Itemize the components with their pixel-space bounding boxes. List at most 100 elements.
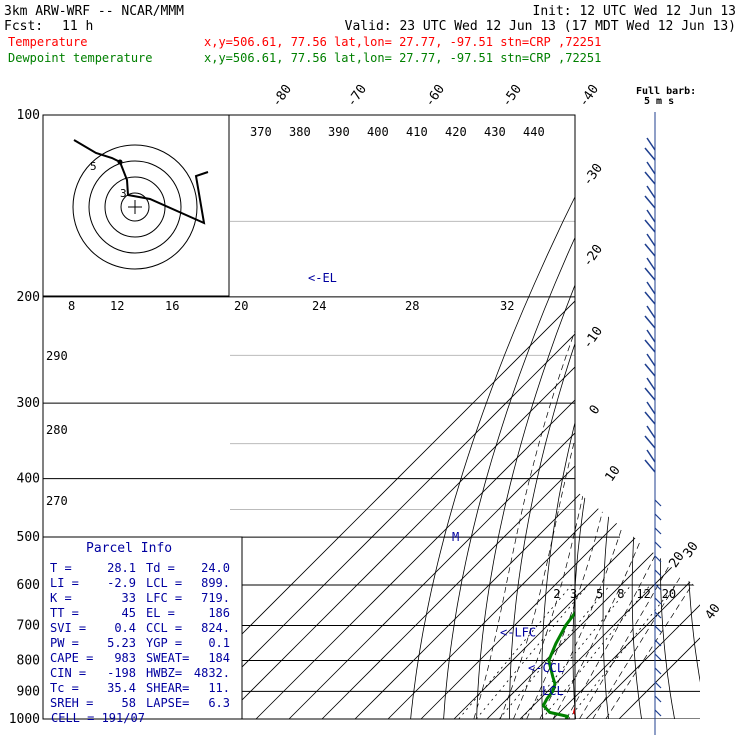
moist-adiabat — [552, 296, 700, 719]
wind-barb — [644, 281, 656, 305]
parcel-info-title: Parcel Info — [86, 541, 172, 556]
hodograph-ring-label: 3 — [120, 187, 127, 200]
pressure-tick-label: 100 — [17, 108, 40, 123]
pressure-tick-label: 500 — [17, 530, 40, 545]
parcel-row-value: 11. — [208, 681, 230, 695]
isotherm-tick-label: -70 — [344, 82, 370, 110]
parcel-row-value: 5.23 — [107, 636, 136, 650]
parcel-row-value: 899. — [201, 576, 230, 590]
moist-adiabat — [526, 296, 658, 719]
dry-adiabat — [409, 139, 605, 719]
dry-adiabat — [687, 139, 700, 719]
dry-adiabat — [509, 139, 657, 719]
theta-side-label: 290 — [46, 349, 68, 363]
moist-adiabat — [539, 296, 684, 719]
isotherm-line — [453, 115, 700, 719]
parcel-row-label: TT = — [50, 606, 79, 620]
mixing-ratio-label: 3 — [570, 587, 577, 601]
theta-tick-label: 410 — [406, 125, 428, 139]
moist-adiabat — [605, 296, 700, 719]
wind-barb-column: Full barb: 5 m s — [636, 86, 696, 735]
parcel-row-value: 0.4 — [114, 621, 136, 635]
parcel-row-label: PW = — [50, 636, 79, 650]
wind-barb — [644, 425, 656, 449]
plot-frame — [42, 114, 576, 720]
isotherm-line — [585, 115, 700, 719]
theta-tick-label: 380 — [289, 125, 311, 139]
barb-header-title: Full barb: — [636, 86, 696, 97]
wind-barb — [654, 667, 662, 675]
parcel-row-label: Td = — [146, 561, 175, 575]
parcel-row-label: CCL = — [146, 621, 182, 635]
dewpoint-profile — [541, 610, 575, 720]
pressure-tick-label: 400 — [17, 472, 40, 487]
isotherm-line — [552, 115, 700, 719]
upper-scale-label: 8 — [68, 299, 75, 313]
parcel-row-value: 45 — [122, 606, 136, 620]
wind-barb — [654, 513, 662, 521]
parcel-row-value: 33 — [122, 591, 136, 605]
dry-adiabat — [660, 139, 700, 719]
theta-tick-label: 370 — [250, 125, 272, 139]
dry-adiabat — [475, 139, 640, 719]
theta-tick-label: 420 — [445, 125, 467, 139]
wind-barb — [654, 527, 662, 535]
dry-adiabat — [602, 139, 700, 719]
isotherm-line — [255, 115, 700, 719]
pressure-tick-label: 600 — [17, 578, 40, 593]
legend-temperature: Temperature — [8, 35, 87, 49]
wind-barb — [644, 377, 656, 401]
parcel-row-label: LFC = — [146, 591, 182, 605]
parcel-row-value: 58 — [122, 696, 136, 710]
upper-scale-label: 24 — [312, 299, 326, 313]
isotherm-line — [420, 115, 700, 719]
wind-barb — [654, 653, 662, 661]
pressure-tick-label: 900 — [17, 684, 40, 699]
moist-adiabat — [499, 296, 619, 719]
isotherm-tick-label: -80 — [269, 82, 295, 110]
parcel-row-value: 983 — [114, 651, 136, 665]
isotherm-tick-label: -30 — [580, 161, 606, 189]
isotherm-tick-label: -20 — [580, 242, 606, 270]
theta-tick-label: 390 — [328, 125, 350, 139]
parcel-row-value: 6.3 — [208, 696, 230, 710]
isotherm-tick-label: 40 — [702, 601, 723, 622]
wind-barb — [644, 353, 656, 377]
parcel-row-label: SHEAR= — [146, 681, 189, 695]
wind-barb — [654, 695, 662, 703]
legend-dewpoint: Dewpoint temperature — [8, 51, 153, 65]
valid-time: Valid: 23 UTC Wed 12 Jun 13 (17 MDT Wed … — [345, 19, 736, 34]
wind-barb — [654, 639, 662, 647]
wind-barb — [644, 257, 656, 281]
parcel-row-label: CAPE = — [50, 651, 93, 665]
parcel-info-box: Parcel Info T = 28.1 Td = 24.0 LI = -2.9 LCL =… — [42, 536, 243, 725]
isotherm-line — [618, 115, 700, 719]
parcel-row-value: -198 — [107, 666, 136, 680]
isotherm-tick-label: -10 — [580, 324, 606, 352]
mixing-ratio-label: 2 — [553, 587, 560, 601]
isotherm-line — [519, 115, 700, 719]
parcel-row-value: 35.4 — [107, 681, 136, 695]
theta-tick-label: 430 — [484, 125, 506, 139]
wind-barb — [654, 555, 662, 563]
wind-barb — [644, 185, 656, 209]
hodograph-ring — [72, 144, 198, 270]
upper-scale-label: 28 — [405, 299, 419, 313]
barb-header-unit: 5 m s — [644, 96, 674, 107]
wind-barb — [654, 709, 662, 717]
parcel-row-label: LAPSE= — [146, 696, 189, 710]
wind-barb — [644, 305, 656, 329]
moist-adiabat — [565, 296, 700, 719]
model-title: 3km ARW-WRF -- NCAR/MMM — [4, 4, 184, 19]
parcel-row-value: 824. — [201, 621, 230, 635]
parcel-row-value: 4832. — [194, 666, 230, 680]
dry-adiabat — [631, 139, 700, 719]
theta-side-label: 280 — [46, 423, 68, 437]
hodograph-ring-label: 5 — [90, 160, 97, 173]
wind-barb — [644, 233, 656, 257]
mixing-ratio-label: 20 — [662, 587, 676, 601]
parcel-row-label: SVI = — [50, 621, 86, 635]
mixing-ratio-line — [568, 584, 676, 719]
wind-barb — [654, 541, 662, 549]
